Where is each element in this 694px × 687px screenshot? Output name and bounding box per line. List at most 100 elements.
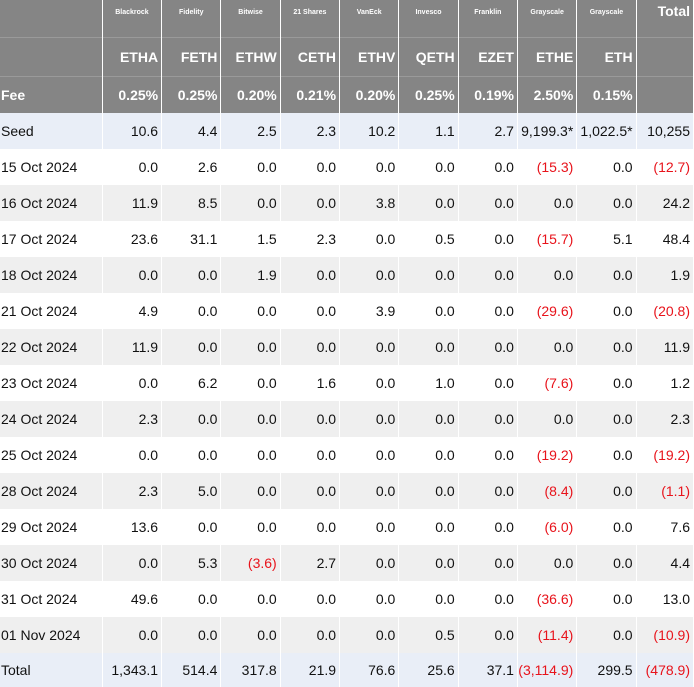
flow-cell: 10.2: [339, 113, 400, 149]
flow-cell: 0.0: [220, 365, 281, 401]
flow-cell: 0.0: [398, 185, 459, 221]
flow-cell: 0.0: [161, 401, 222, 437]
flow-cell: 0.0: [280, 581, 341, 617]
row-total-cell: (1.1): [636, 473, 694, 509]
row-label: 17 Oct 2024: [0, 221, 103, 257]
flow-cell: 25.6: [398, 653, 459, 687]
flow-cell: 0.0: [339, 365, 400, 401]
flow-cell: 1,022.5*: [576, 113, 637, 149]
row-total-cell: (20.8): [636, 293, 694, 329]
row-label: 28 Oct 2024: [0, 473, 103, 509]
flow-cell: 1.5: [220, 221, 281, 257]
flow-cell: 0.0: [280, 293, 341, 329]
ticker: EZET: [458, 37, 518, 77]
table-row: 28 Oct 2024 2.3 5.0 0.0 0.0 0.0 0.0 0.0 (8.4) 0.0…: [0, 473, 694, 509]
provider-name: Franklin: [458, 0, 518, 38]
flow-cell: 0.0: [458, 149, 518, 185]
fee-value: 0.25%: [161, 76, 222, 113]
flow-cell: 3.9: [339, 293, 400, 329]
flow-cell: 0.0: [398, 329, 459, 365]
flow-cell: 1,343.1: [102, 653, 163, 687]
row-total-cell: 48.4: [636, 221, 694, 257]
table-row: 01 Nov 2024 0.0 0.0 0.0 0.0 0.0 0.5 0.0 (11.4) 0.…: [0, 617, 694, 653]
flow-cell: 2.5: [220, 113, 281, 149]
flow-cell: 0.0: [161, 437, 222, 473]
table-row: 17 Oct 2024 23.6 31.1 1.5 2.3 0.0 0.5 0.0 (15.7)…: [0, 221, 694, 257]
ticker: ETHV: [339, 37, 400, 77]
flow-cell: 0.0: [576, 149, 637, 185]
flow-cell: 1.6: [280, 365, 341, 401]
fee-value: 0.25%: [102, 76, 163, 113]
flow-cell: 10.6: [102, 113, 163, 149]
flow-cell: 2.6: [161, 149, 222, 185]
flow-cell: 0.0: [576, 257, 637, 293]
fee-value: 0.15%: [576, 76, 637, 113]
flow-cell: 0.0: [339, 257, 400, 293]
flow-cell: 0.0: [161, 293, 222, 329]
row-label: 22 Oct 2024: [0, 329, 103, 365]
flow-cell: 0.0: [576, 617, 637, 653]
flow-cell: 1.0: [398, 365, 459, 401]
flow-cell: 8.5: [161, 185, 222, 221]
table-row: 25 Oct 2024 0.0 0.0 0.0 0.0 0.0 0.0 0.0 (19.2) 0.…: [0, 437, 694, 473]
flow-cell: 0.0: [458, 437, 518, 473]
flow-cell: 0.0: [576, 329, 637, 365]
flow-cell: 76.6: [339, 653, 400, 687]
row-total-cell: 1.2: [636, 365, 694, 401]
flow-cell: 0.0: [280, 617, 341, 653]
flow-cell: 0.0: [161, 329, 222, 365]
row-total-cell: 1.9: [636, 257, 694, 293]
flow-cell: 4.4: [161, 113, 222, 149]
row-total-cell: 24.2: [636, 185, 694, 221]
flow-cell: 0.0: [280, 401, 341, 437]
row-total-cell: (478.9): [636, 653, 694, 687]
flow-cell: 11.9: [102, 329, 163, 365]
flow-cell: 0.0: [576, 365, 637, 401]
flow-cell: 0.0: [220, 185, 281, 221]
table-row: 15 Oct 2024 0.0 2.6 0.0 0.0 0.0 0.0 0.0 (15.3) 0.…: [0, 149, 694, 185]
table-row: 29 Oct 2024 13.6 0.0 0.0 0.0 0.0 0.0 0.0 (6.0) 0.…: [0, 509, 694, 545]
fee-value: 0.25%: [398, 76, 459, 113]
flow-cell: 0.0: [458, 581, 518, 617]
flow-cell: 0.0: [576, 473, 637, 509]
flow-cell: 0.0: [458, 509, 518, 545]
provider-name: 21 Shares: [280, 0, 341, 38]
flow-cell: 0.0: [102, 437, 163, 473]
flow-cell: (36.6): [517, 581, 578, 617]
corner-cell: [0, 37, 103, 77]
fee-row: Fee 0.25% 0.25% 0.20% 0.21% 0.20% 0.25% …: [0, 76, 694, 113]
row-total-cell: (12.7): [636, 149, 694, 185]
flow-cell: 0.0: [517, 545, 578, 581]
provider-name: Invesco: [398, 0, 459, 38]
fee-value: 0.19%: [458, 76, 518, 113]
provider-name: Bitwise: [220, 0, 281, 38]
flow-cell: 0.0: [398, 437, 459, 473]
provider-name: Blackrock: [102, 0, 163, 38]
flow-cell: 0.0: [398, 257, 459, 293]
flow-cell: 0.0: [517, 329, 578, 365]
flow-cell: 0.0: [280, 257, 341, 293]
flow-cell: 0.0: [339, 329, 400, 365]
flow-cell: 0.0: [458, 545, 518, 581]
flow-cell: 31.1: [161, 221, 222, 257]
row-total-cell: 10,255: [636, 113, 694, 149]
flow-cell: 0.0: [339, 509, 400, 545]
flow-cell: 0.0: [220, 293, 281, 329]
flow-cell: 0.0: [102, 617, 163, 653]
flow-cell: 0.0: [280, 149, 341, 185]
row-label: 01 Nov 2024: [0, 617, 103, 653]
flow-cell: 9,199.3*: [517, 113, 578, 149]
flow-cell: 0.0: [339, 473, 400, 509]
flow-cell: 0.0: [220, 329, 281, 365]
fee-value: 0.20%: [339, 76, 400, 113]
ticker: CETH: [280, 37, 341, 77]
flow-cell: 0.0: [398, 473, 459, 509]
provider-name: Grayscale: [517, 0, 578, 38]
flow-cell: 0.5: [398, 221, 459, 257]
table-row: 31 Oct 2024 49.6 0.0 0.0 0.0 0.0 0.0 0.0 (36.6) 0…: [0, 581, 694, 617]
corner-cell: [0, 0, 103, 38]
seed-row: Seed 10.6 4.4 2.5 2.3 10.2 1.1 2.7 9,199.3* 1,022…: [0, 113, 694, 149]
row-total-cell: (19.2): [636, 437, 694, 473]
flow-cell: 0.0: [398, 149, 459, 185]
